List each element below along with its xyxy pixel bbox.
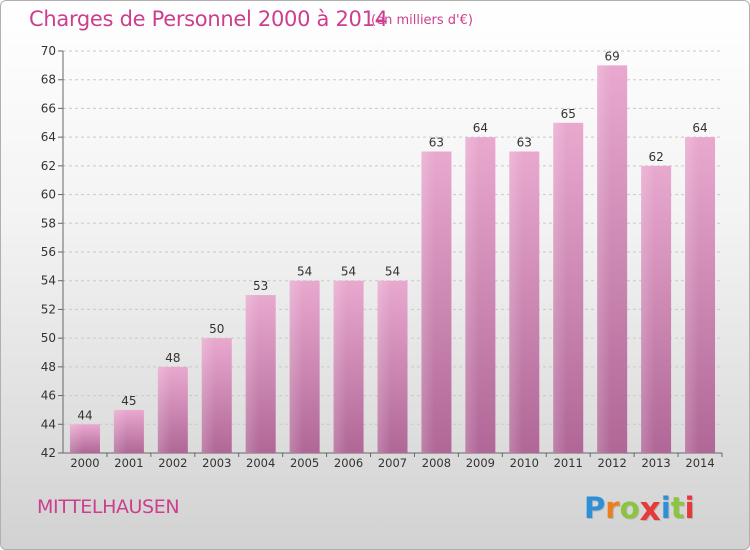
y-tick-label: 48: [41, 360, 56, 374]
x-tick-label: 2007: [378, 456, 407, 470]
x-tick-label: 2008: [422, 456, 451, 470]
logo-letter: P: [584, 491, 606, 525]
y-tick-label: 42: [41, 446, 56, 460]
y-tick-label: 54: [41, 274, 56, 288]
y-tick-label: 44: [41, 417, 56, 431]
data-label: 53: [253, 279, 268, 293]
x-tick-label: 2003: [202, 456, 231, 470]
data-label: 50: [209, 322, 224, 336]
bar-highlight: [553, 122, 567, 454]
data-label: 62: [648, 150, 663, 164]
y-tick-label: 68: [41, 73, 56, 87]
x-tick-label: 2011: [554, 456, 583, 470]
y-tick-label: 56: [41, 245, 56, 259]
bar-highlight: [509, 151, 523, 453]
y-tick-label: 52: [41, 302, 56, 316]
bar-highlight: [641, 165, 655, 453]
x-tick-label: 2006: [334, 456, 363, 470]
x-tick-label: 2009: [466, 456, 495, 470]
logo-letter: t: [670, 491, 685, 525]
y-tick-label: 62: [41, 159, 56, 173]
x-tick-label: 2013: [641, 456, 670, 470]
commune-name: MITTELHAUSEN: [37, 496, 180, 518]
data-label: 64: [473, 121, 488, 135]
y-tick-label: 46: [41, 389, 56, 403]
chart-subtitle: (en milliers d'€): [371, 13, 473, 28]
x-tick-label: 2014: [685, 456, 714, 470]
logo-letter: r: [605, 491, 620, 525]
bar-highlight: [113, 409, 128, 453]
x-tick-label: 2000: [70, 456, 99, 470]
data-label: 48: [165, 351, 180, 365]
bar-highlight: [289, 280, 304, 453]
data-label: 45: [121, 394, 136, 408]
data-label: 65: [561, 107, 576, 121]
x-tick-label: 2004: [246, 456, 275, 470]
data-label: 44: [77, 408, 92, 422]
bar-highlight: [157, 366, 172, 453]
x-tick-label: 2002: [158, 456, 187, 470]
y-tick-label: 58: [41, 216, 56, 230]
y-tick-label: 60: [41, 188, 56, 202]
logo-letter: i: [684, 491, 695, 525]
data-label: 54: [341, 265, 356, 279]
proxiti-logo[interactable]: Proxiti: [584, 487, 695, 528]
bar-highlight: [69, 424, 84, 453]
y-tick-label: 50: [41, 331, 56, 345]
data-label: 54: [385, 265, 400, 279]
y-tick-label: 70: [41, 44, 56, 58]
y-tick-label: 64: [41, 130, 56, 144]
x-tick-label: 2010: [510, 456, 539, 470]
bar-highlight: [377, 280, 391, 453]
data-label: 63: [517, 136, 532, 150]
bar-highlight: [465, 137, 479, 453]
x-tick-label: 2012: [598, 456, 627, 470]
bar-highlight: [685, 137, 699, 453]
data-label: 63: [429, 136, 444, 150]
data-label: 64: [692, 121, 707, 135]
bar-highlight: [245, 295, 260, 453]
bar-highlight: [201, 338, 216, 453]
data-label: 69: [605, 49, 620, 63]
bar-highlight: [421, 151, 435, 453]
bar-highlight: [597, 65, 611, 453]
y-tick-label: 66: [41, 101, 56, 115]
data-label: 54: [297, 265, 312, 279]
x-tick-label: 2005: [290, 456, 319, 470]
bar-highlight: [333, 280, 348, 453]
x-tick-label: 2001: [114, 456, 143, 470]
chart-title: Charges de Personnel 2000 à 2014: [29, 7, 388, 31]
logo-letter: i: [660, 491, 671, 525]
logo-letter: x: [639, 489, 661, 528]
logo-letter: o: [619, 491, 640, 525]
